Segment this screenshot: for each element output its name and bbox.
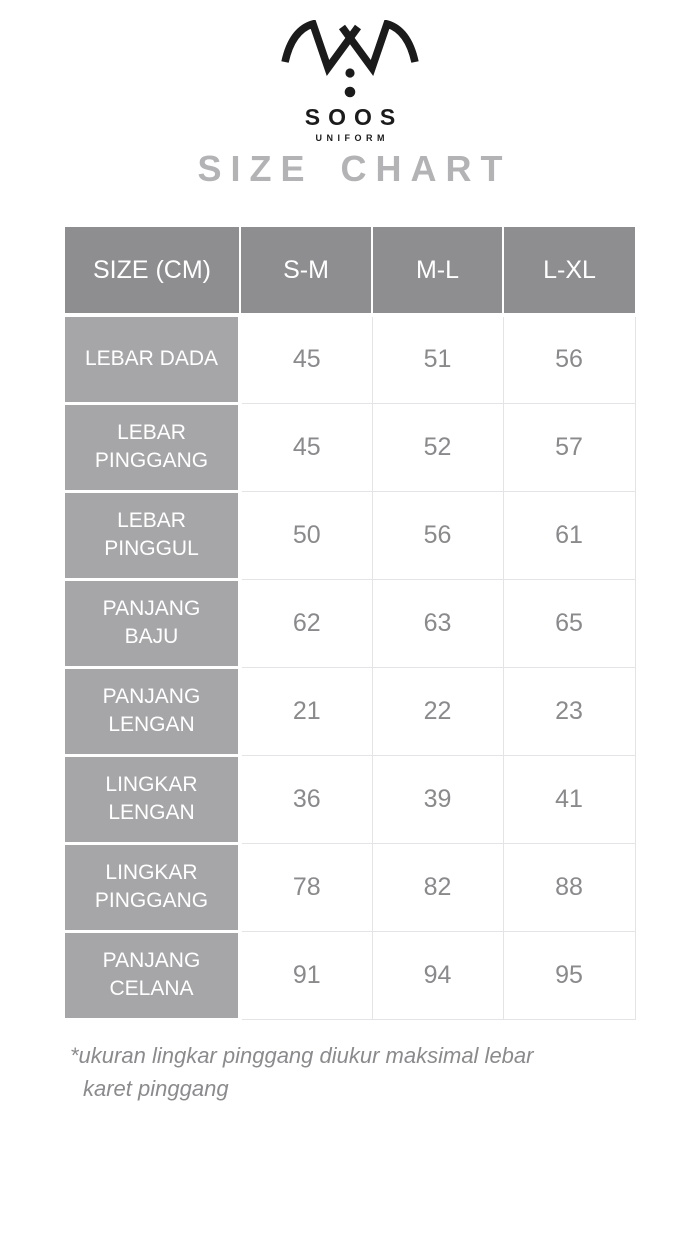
row-label: LEBAR PINGGANG <box>65 403 242 493</box>
measurement-value: 57 <box>502 402 636 492</box>
measurement-value: 56 <box>371 490 504 580</box>
measurement-value: 36 <box>239 754 373 844</box>
measurement-value: 95 <box>502 930 636 1020</box>
measurement-value: 88 <box>502 842 636 932</box>
measurement-value: 61 <box>502 490 636 580</box>
measurement-value: 51 <box>371 314 504 404</box>
table-row: LEBAR DADA 45 51 56 <box>65 314 636 405</box>
row-label: LINGKAR PINGGANG <box>65 843 242 933</box>
measurement-value: 23 <box>502 666 636 756</box>
measurement-value: 45 <box>239 402 373 492</box>
measurement-value: 52 <box>371 402 504 492</box>
measurement-value: 45 <box>239 314 373 404</box>
column-header: SIZE (CM) <box>65 227 241 317</box>
measurement-value: 41 <box>502 754 636 844</box>
table-row: PANJANG BAJU 62 63 65 <box>65 578 636 669</box>
column-header: M-L <box>372 227 504 317</box>
brand-logo: SOOS UNIFORM <box>0 0 700 143</box>
table-row: LEBAR PINGGUL 50 56 61 <box>65 490 636 581</box>
footnote: *ukuran lingkar pinggang diukur maksimal… <box>70 1039 533 1105</box>
column-header: L-XL <box>503 227 635 317</box>
row-label: LINGKAR LENGAN <box>65 755 242 845</box>
footnote-line: *ukuran lingkar pinggang diukur maksimal… <box>70 1043 534 1068</box>
collar-icon <box>281 20 419 98</box>
footnote-line: karet pinggang <box>83 1076 229 1101</box>
table-row: LINGKAR PINGGANG 78 82 88 <box>65 842 636 933</box>
measurement-value: 65 <box>502 578 636 668</box>
table-row: LINGKAR LENGAN 36 39 41 <box>65 754 636 845</box>
measurement-value: 39 <box>371 754 504 844</box>
brand-subtitle: UNIFORM <box>315 133 389 143</box>
measurement-value: 94 <box>371 930 504 1020</box>
measurement-value: 82 <box>371 842 504 932</box>
table-row: PANJANG CELANA 91 94 95 <box>65 930 636 1021</box>
row-label: LEBAR DADA <box>65 315 242 405</box>
row-label: PANJANG BAJU <box>65 579 242 669</box>
table-header-row: SIZE (CM) S-M M-L L-XL <box>65 227 635 317</box>
brand-name: SOOS <box>304 104 404 130</box>
size-chart-table: SIZE (CM) S-M M-L L-XL LEBAR DADA 45 51 56 LEBA… <box>65 227 636 1021</box>
measurement-value: 78 <box>239 842 373 932</box>
row-label: LEBAR PINGGUL <box>65 491 242 581</box>
measurement-value: 62 <box>239 578 373 668</box>
row-label: PANJANG CELANA <box>65 931 242 1021</box>
measurement-value: 50 <box>239 490 373 580</box>
table-row: PANJANG LENGAN 21 22 23 <box>65 666 636 757</box>
table-row: LEBAR PINGGANG 45 52 57 <box>65 402 636 493</box>
measurement-value: 91 <box>239 930 373 1020</box>
column-header: S-M <box>240 227 373 317</box>
measurement-value: 21 <box>239 666 373 756</box>
measurement-value: 22 <box>371 666 504 756</box>
measurement-value: 63 <box>371 578 504 668</box>
measurement-value: 56 <box>502 314 636 404</box>
page-title: SIZE CHART <box>197 148 512 189</box>
row-label: PANJANG LENGAN <box>65 667 242 757</box>
